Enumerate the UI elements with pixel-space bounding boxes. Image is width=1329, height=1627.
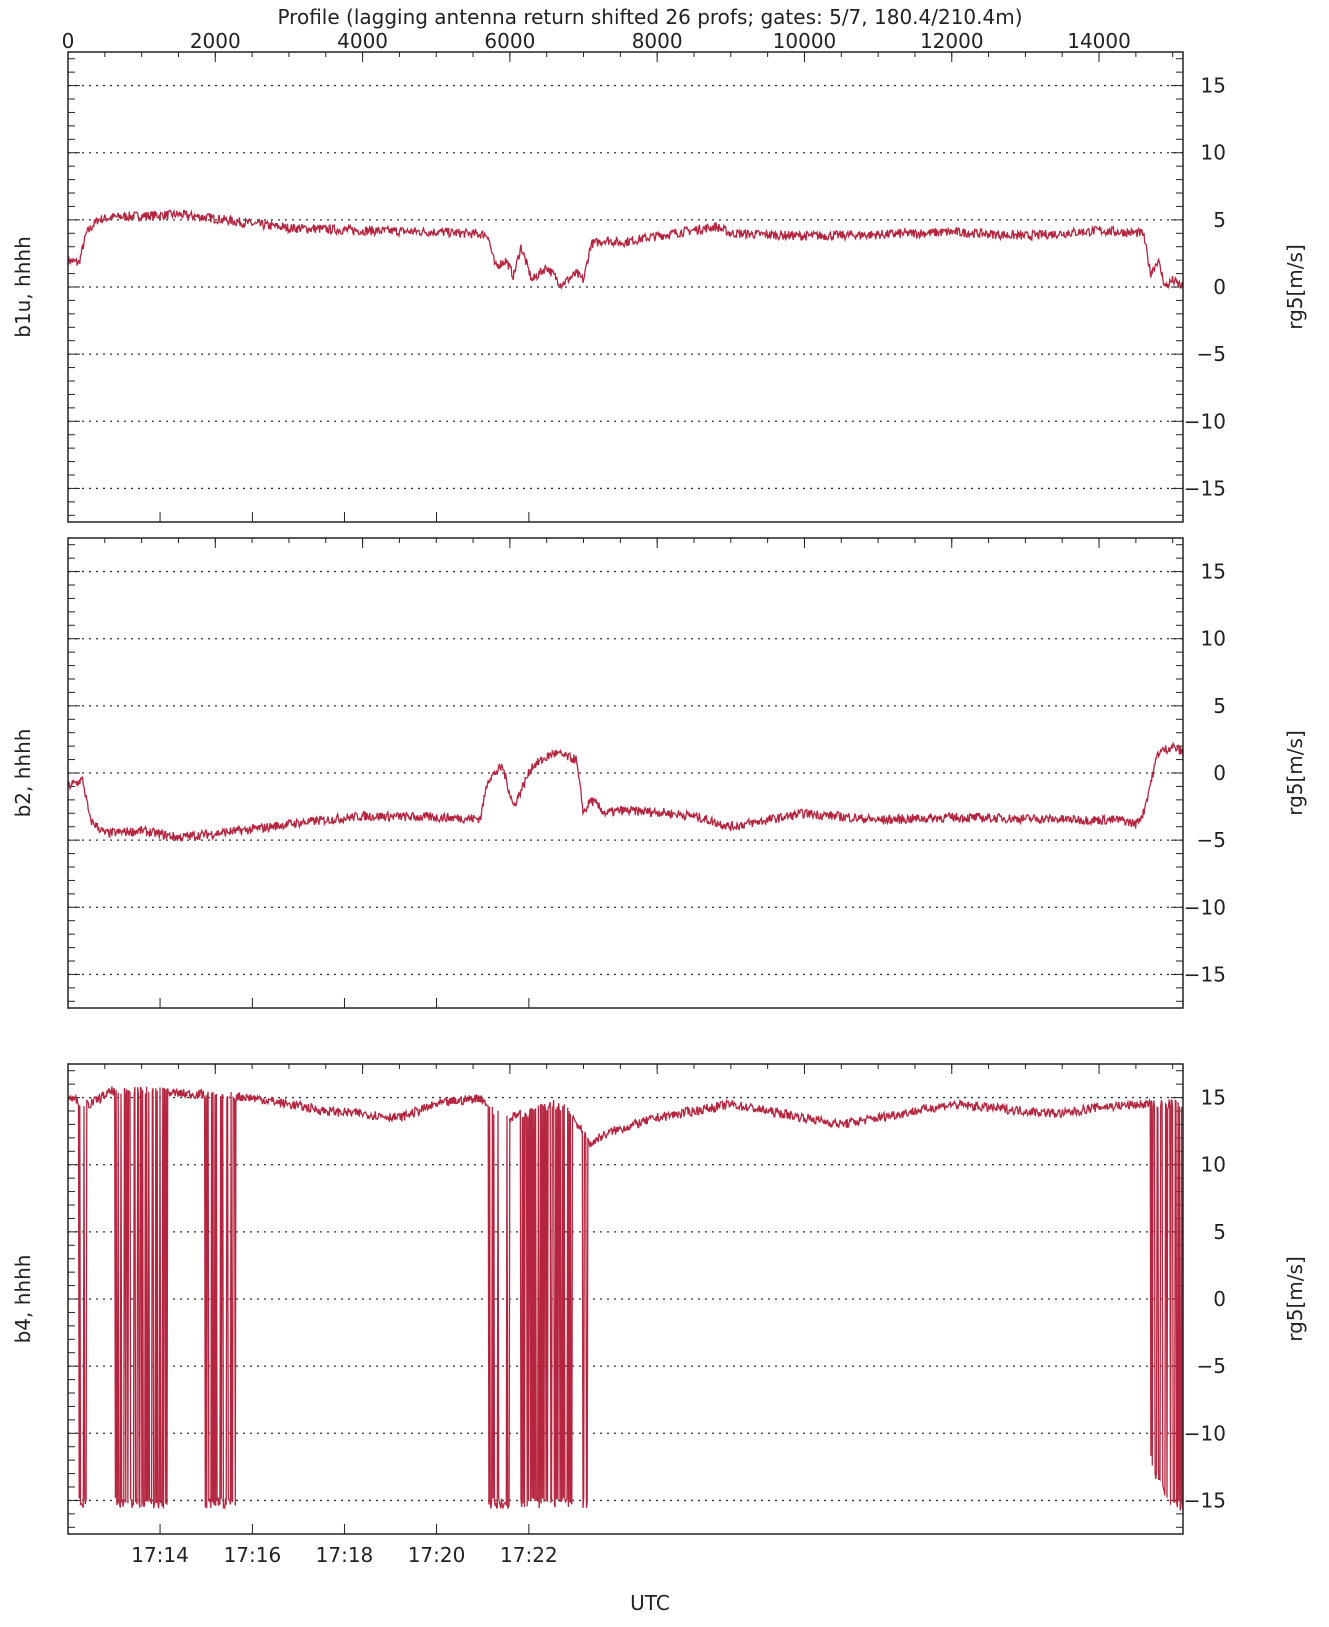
y-tick-label: 15 — [1201, 1086, 1226, 1110]
y-tick-label: 0 — [1213, 1287, 1226, 1311]
top-tick-label: 8000 — [632, 29, 683, 53]
y-tick-label: 15 — [1201, 74, 1226, 98]
panel-right-label: rg5[m/s] — [1283, 244, 1307, 330]
y-tick-label: 0 — [1213, 275, 1226, 299]
top-tick-label: 2000 — [190, 29, 241, 53]
panels-layer: −15 −10 −5 0 5 10 15 b1u, hhhh rg5[m/s] −15 −10 −5 0… — [11, 51, 1307, 1535]
y-tick-label: −5 — [1197, 342, 1226, 366]
series-line — [67, 1086, 1184, 1511]
panel-frame — [67, 1063, 1184, 1535]
y-tick-label: −5 — [1197, 828, 1226, 852]
top-tick-label: 12000 — [920, 29, 984, 53]
panel-left-label: b1u, hhhh — [11, 236, 35, 338]
panel-3: −15 −10 −5 0 5 10 15 b4, hhhh rg5[m/s] — [11, 1063, 1307, 1535]
top-axis: 0 2000 4000 6000 8000 10000 12000 14000 — [62, 29, 1131, 53]
top-tick-label: 4000 — [337, 29, 388, 53]
y-tick-label: 10 — [1201, 141, 1226, 165]
top-axis-title: Profile (lagging antenna return shifted … — [277, 5, 1022, 29]
bottom-tick-label: 17:20 — [408, 1543, 466, 1567]
y-tick-label: −15 — [1184, 1488, 1226, 1512]
y-tick-label: −10 — [1184, 1421, 1226, 1445]
top-tick-label: 10000 — [773, 29, 837, 53]
panel-right-label: rg5[m/s] — [1283, 730, 1307, 816]
bottom-axis: 17:14 17:16 17:18 17:20 17:22 — [131, 1543, 557, 1567]
bottom-tick-label: 17:18 — [316, 1543, 374, 1567]
bottom-axis-title: UTC — [630, 1591, 670, 1615]
y-tick-label: 5 — [1213, 208, 1226, 232]
y-tick-label: 10 — [1201, 1153, 1226, 1177]
panel-left-label: b4, hhhh — [11, 1255, 35, 1344]
y-tick-label: 5 — [1213, 1220, 1226, 1244]
y-tick-label: 15 — [1201, 560, 1226, 584]
y-tick-label: 0 — [1213, 761, 1226, 785]
bottom-tick-label: 17:16 — [224, 1543, 282, 1567]
y-tick-label: 10 — [1201, 627, 1226, 651]
y-tick-label: 5 — [1213, 694, 1226, 718]
panel-left-label: b2, hhhh — [11, 729, 35, 818]
y-tick-label: −5 — [1197, 1354, 1226, 1378]
panel-1: −15 −10 −5 0 5 10 15 b1u, hhhh rg5[m/s] — [11, 51, 1307, 523]
bottom-tick-label: 17:14 — [131, 1543, 189, 1567]
top-tick-label: 14000 — [1067, 29, 1131, 53]
y-tick-label: −10 — [1184, 409, 1226, 433]
y-tick-label: −10 — [1184, 895, 1226, 919]
top-tick-label: 0 — [62, 29, 75, 53]
bottom-tick-label: 17:22 — [500, 1543, 558, 1567]
top-tick-label: 6000 — [484, 29, 535, 53]
panel-frame — [67, 51, 1184, 523]
panel-frame — [67, 537, 1184, 1009]
panel-2: −15 −10 −5 0 5 10 15 b2, hhhh rg5[m/s] — [11, 537, 1307, 1009]
y-tick-label: −15 — [1184, 962, 1226, 986]
series-line — [67, 208, 1184, 290]
y-tick-label: −15 — [1184, 476, 1226, 500]
series-line — [67, 741, 1184, 842]
panel-right-label: rg5[m/s] — [1283, 1256, 1307, 1342]
